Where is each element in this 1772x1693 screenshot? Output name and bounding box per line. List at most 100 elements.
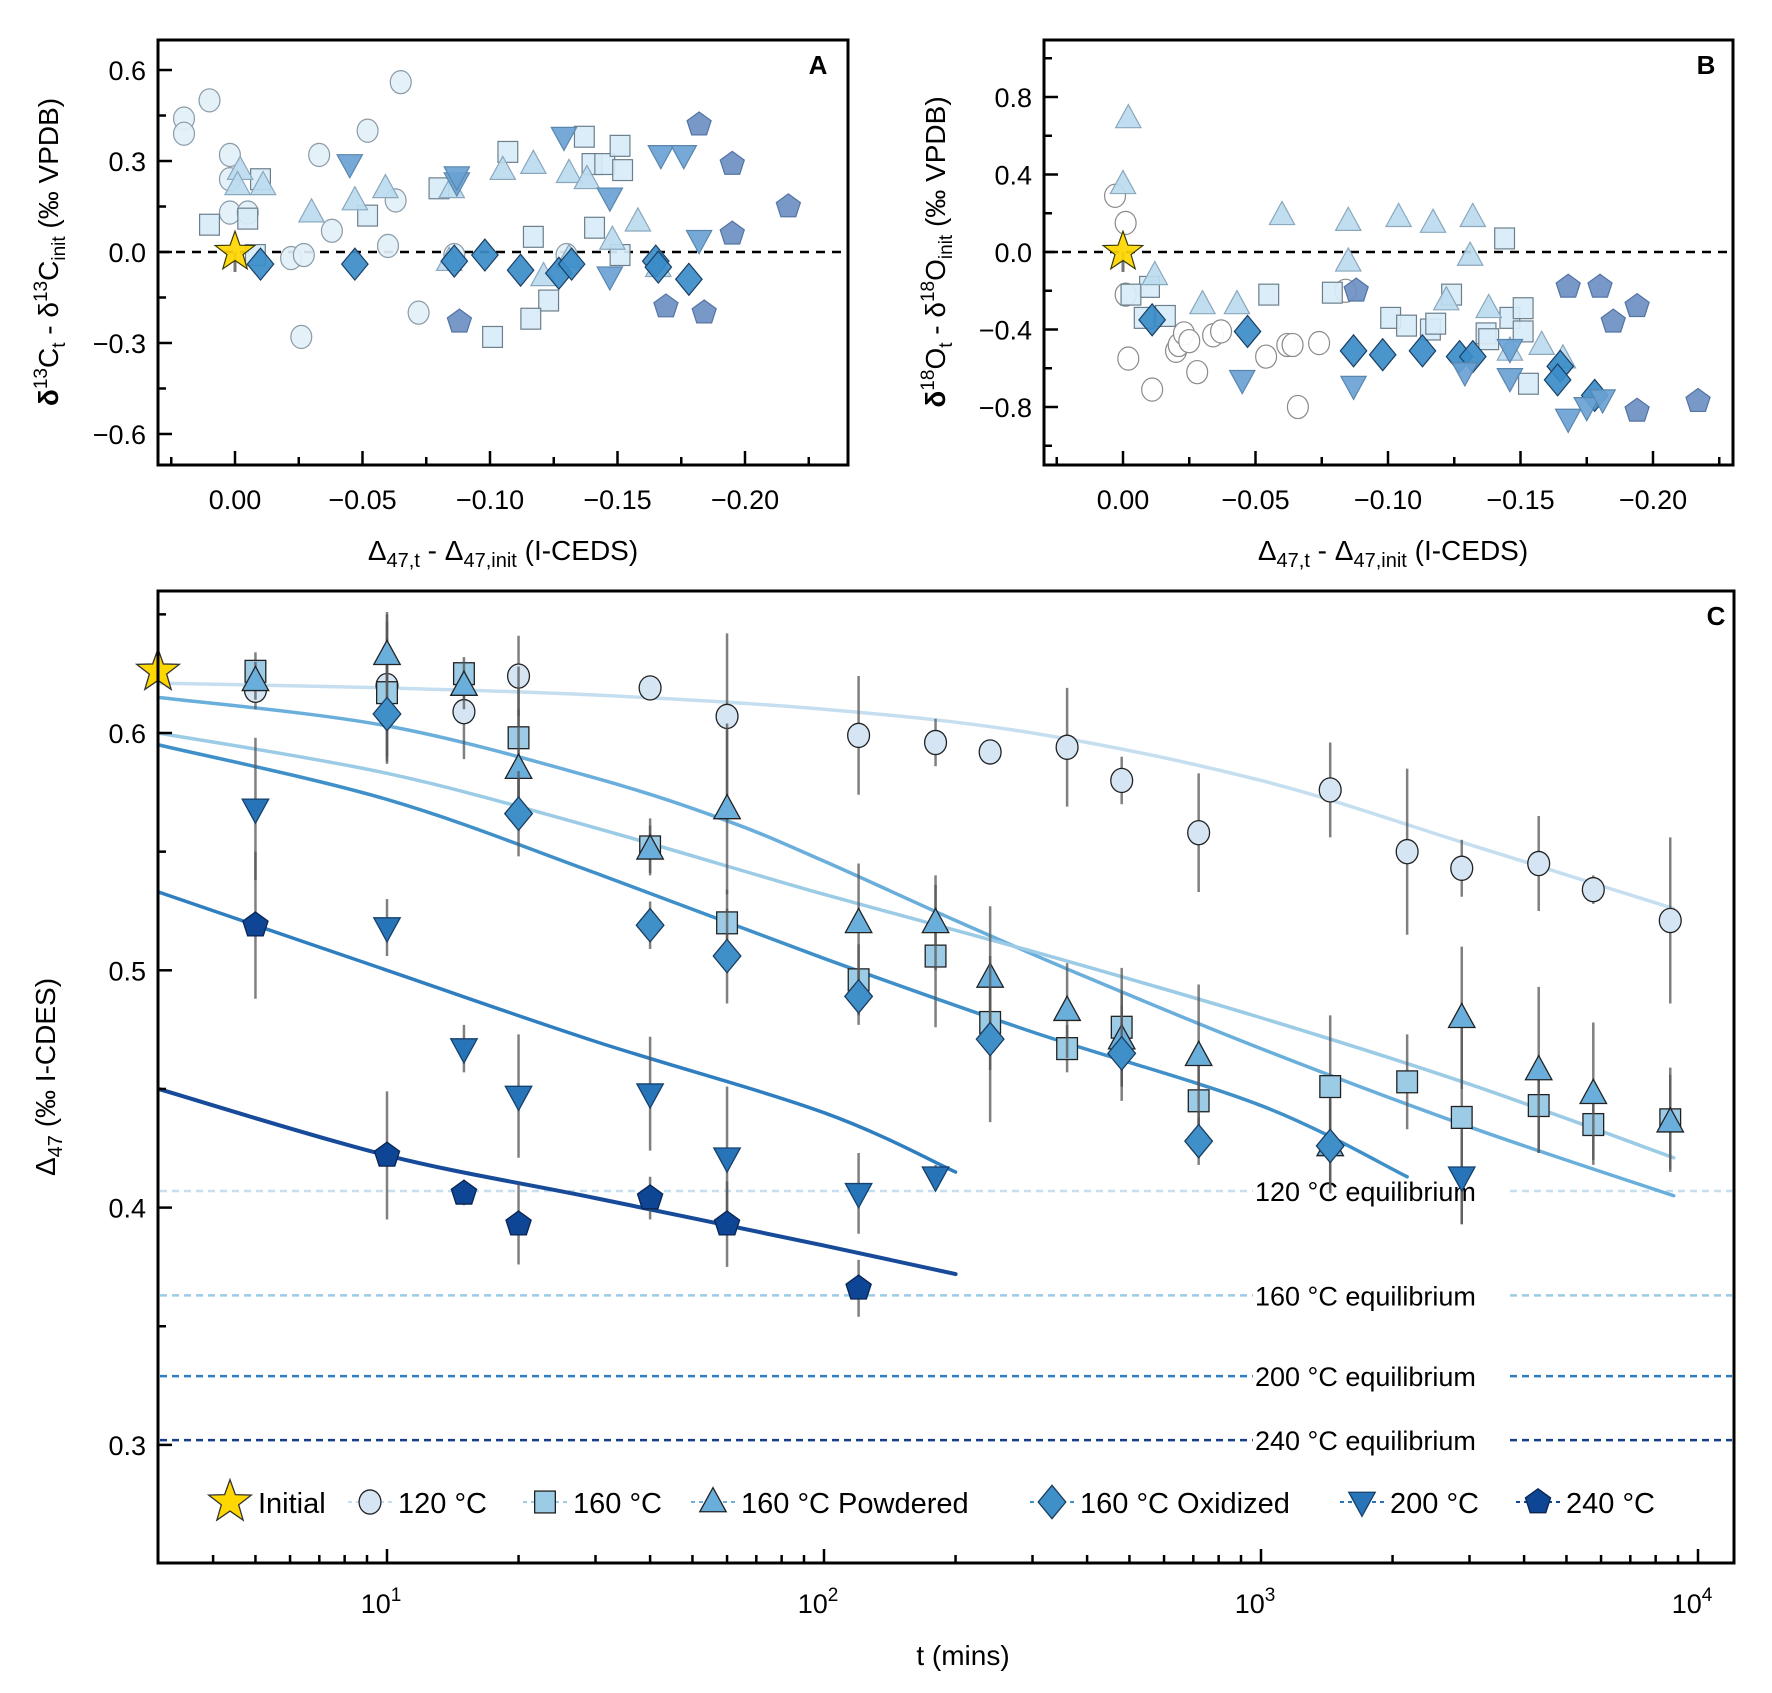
panel-a-point-120-c xyxy=(308,142,331,168)
panel-c-legend: Initial 120 °C 160 °C 160 °C Powdered 160 °C… xyxy=(206,1477,1655,1522)
panel-b-point-120-c xyxy=(1308,330,1331,356)
point-120-c xyxy=(1055,734,1079,760)
panel-a-point-160-c-powdered xyxy=(249,170,277,196)
point-120-c xyxy=(1658,907,1682,934)
panel-b-point-160-c-powdered xyxy=(1528,330,1556,355)
panel-a-point-120-c xyxy=(407,300,430,325)
panel-a-point-160-c-powdered xyxy=(223,170,252,196)
legend-marker-160-c xyxy=(534,1490,557,1514)
point-160-c-powdered xyxy=(712,793,742,820)
point-120-c xyxy=(638,675,662,701)
panel-a-point-120-c xyxy=(320,218,343,243)
legend-label: 120 °C xyxy=(398,1488,487,1520)
panel-a-point-120-c xyxy=(376,233,400,259)
panel-b-point-120-c xyxy=(1255,344,1278,369)
panel-c-xtick-label: 102 xyxy=(798,1585,839,1619)
legend-marker-160-c-oxidized xyxy=(1037,1484,1067,1520)
panel-a-point-240-c xyxy=(653,293,679,318)
point-240-c xyxy=(845,1274,872,1300)
panel-a-xtick-label: −0.10 xyxy=(456,485,524,515)
point-120-c xyxy=(1527,850,1551,877)
panel-a-point-160-c-oxidized xyxy=(440,244,469,278)
point-160-c xyxy=(1319,1075,1342,1099)
panel-a-point-200-c xyxy=(647,144,675,170)
point-160-c-oxidized xyxy=(712,938,742,974)
panel-c-xtick-label: 101 xyxy=(361,1585,402,1619)
equilibrium-label-240-c-equilibrium: 240 °C equilibrium xyxy=(1255,1426,1476,1456)
panel-b-point-120-c xyxy=(1281,332,1304,358)
panel-a-xtick-label: 0.00 xyxy=(209,485,262,515)
point-160-c-oxidized xyxy=(1315,1128,1345,1164)
panel-b-point-120-c xyxy=(1117,346,1140,371)
panel-c-ytick-label: 0.6 xyxy=(108,719,146,749)
panel-b-point-240-c xyxy=(1624,292,1650,318)
panel-b-point-160-c-powdered xyxy=(1334,206,1362,231)
point-200-c xyxy=(504,1085,533,1112)
point-200-c xyxy=(635,1083,665,1110)
panel-a-point-200-c xyxy=(596,266,624,292)
panel-a-point-160-c-oxidized xyxy=(506,253,535,288)
panel-b-marks xyxy=(1046,103,1731,434)
panel-a-ytick-label: −0.3 xyxy=(93,329,146,359)
panel-b-point-200-c xyxy=(1496,367,1524,393)
panel-a-ytick-label: 0.6 xyxy=(108,56,146,86)
panel-b-point-240-c xyxy=(1600,308,1626,333)
panel-b-point-160-c-powdered xyxy=(1223,289,1251,315)
panel-b-point-160-c-powdered xyxy=(1419,207,1447,233)
panel-b-ytick-label: −0.4 xyxy=(979,316,1032,346)
fit-curve-240-c-fit xyxy=(156,1086,958,1277)
panel-c-fit-curves xyxy=(156,681,1676,1277)
panel-a-point-160-c xyxy=(573,125,595,148)
point-240-c xyxy=(373,1141,401,1167)
point-160-c xyxy=(1450,1105,1473,1130)
equilibrium-label-160-c-equilibrium: 160 °C equilibrium xyxy=(1255,1281,1476,1311)
panel-b-ytick-label: 0.4 xyxy=(994,161,1032,191)
point-120-c xyxy=(847,722,871,749)
panel-b-point-200-c xyxy=(1339,375,1368,401)
panel-a-point-160-c-oxidized xyxy=(674,262,703,297)
panel-b-point-240-c xyxy=(1555,273,1581,298)
panel-a-ylabel: δ13Ct - δ13Cinit (‰ VPDB) xyxy=(31,98,70,406)
panel-c-xtick-label: 103 xyxy=(1235,1585,1276,1619)
panel-c-marks xyxy=(134,611,1685,1317)
panel-a-xtick-label: −0.05 xyxy=(328,485,396,515)
fit-curve-160-c-fit xyxy=(156,731,1676,1160)
panel-b-point-160-c-powdered xyxy=(1109,169,1137,195)
point-120-c xyxy=(1450,855,1474,881)
panel-a-point-240-c xyxy=(446,308,473,333)
panel-b-point-240-c xyxy=(1624,397,1650,422)
point-200-c xyxy=(844,1182,873,1210)
point-160-c-powdered xyxy=(1052,994,1082,1022)
panel-a-point-240-c xyxy=(719,220,745,245)
point-200-c xyxy=(921,1166,950,1193)
point-240-c xyxy=(636,1184,664,1210)
panel-a-ytick-label: −0.6 xyxy=(93,420,146,450)
fit-curve-200-c-fit xyxy=(156,890,958,1174)
legend-marker-initial xyxy=(206,1477,254,1522)
point-240-c xyxy=(450,1179,478,1205)
panel-c-frame xyxy=(156,589,1736,1565)
panel-a-point-160-c-powdered xyxy=(555,158,583,184)
panel-b-xtick-label: −0.05 xyxy=(1221,485,1289,515)
panel-a-point-160-c xyxy=(609,134,631,157)
panel-b-point-200-c xyxy=(1573,397,1601,422)
panel-a-point-160-c-powdered xyxy=(371,173,400,199)
point-160-c-oxidized xyxy=(1184,1123,1214,1159)
panel-b-point-160-c xyxy=(1512,320,1534,343)
legend-label: 200 °C xyxy=(1390,1488,1479,1520)
panel-b-point-160-c-powdered xyxy=(1459,202,1487,228)
point-160-c-powdered xyxy=(1447,1002,1477,1029)
point-160-c-oxidized xyxy=(843,978,874,1015)
fit-curve-120-c-fit xyxy=(156,681,1676,911)
panel-b-point-160-c-oxidized xyxy=(1543,362,1572,397)
point-160-c-powdered xyxy=(241,665,270,692)
panel-a-xlabel: Δ47,t - Δ47,init (I-CEDS) xyxy=(368,535,638,572)
panel-b-point-240-c xyxy=(1685,387,1711,413)
panel-c-ylabel: Δ47 (‰ I-CDES) xyxy=(30,978,67,1176)
panel-a-letter: A xyxy=(809,50,828,80)
panel-a-point-160-c-powdered xyxy=(341,185,369,211)
panel-b-point-120-c xyxy=(1114,210,1137,236)
panel-a-point-120-c xyxy=(198,88,221,113)
panel-a-point-initial xyxy=(213,229,257,271)
panel-a-point-160-c-powdered xyxy=(297,197,326,223)
